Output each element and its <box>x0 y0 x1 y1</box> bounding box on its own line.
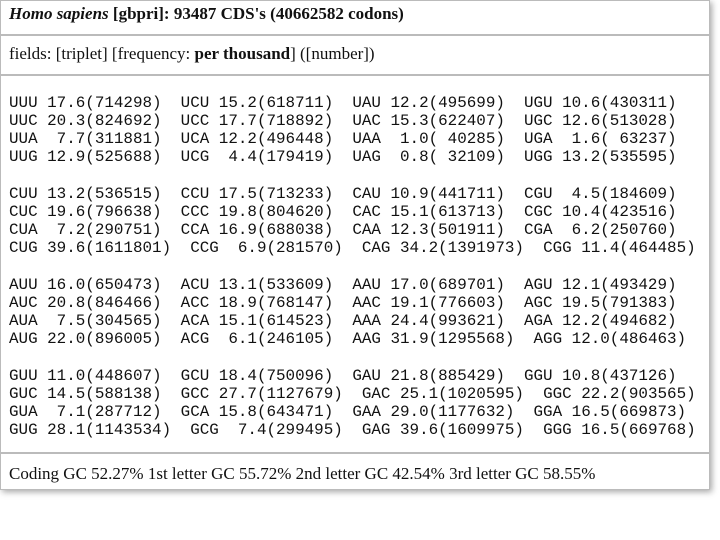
codon-entry: GAU 21.8(885429) <box>352 367 505 385</box>
codon-entry: AAU 17.0(689701) <box>352 276 505 294</box>
codon-entry: GGG 16.5(669768) <box>543 421 696 439</box>
codon-entry: GGA 16.5(669873) <box>533 403 687 421</box>
codon-entry: UGC 12.6(513028) <box>523 112 677 130</box>
codon-entry: ACC 18.9(768147) <box>180 294 334 312</box>
codon-row: CUG 39.6(1611801) CCG 6.9(281570) CAG 34… <box>9 239 696 257</box>
codon-entry: UGU 10.6(430311) <box>523 94 677 112</box>
codon-row: GUA 7.1(287712) GCA 15.8(643471) GAA 29.… <box>9 403 696 421</box>
codon-row: GUG 28.1(1143534) GCG 7.4(299495) GAG 39… <box>9 421 696 439</box>
codon-entry: AAC 19.1(776603) <box>352 294 505 312</box>
codon-block: GUU 11.0(448607) GCU 18.4(750096) GAU 21… <box>9 367 696 439</box>
codon-block: CUU 13.2(536515) CCU 17.5(713233) CAU 10… <box>9 185 696 257</box>
codon-entry: GGC 22.2(903565) <box>543 385 696 403</box>
rule <box>1 34 709 36</box>
codon-row: UUA 7.7(311881) UCA 12.2(496448) UAA 1.0… <box>9 130 696 148</box>
codon-entry: AGA 12.2(494682) <box>523 312 677 330</box>
codon-entry: AGU 12.1(493429) <box>523 276 677 294</box>
codon-entry: CCG 6.9(281570) <box>190 239 343 257</box>
codon-entry: CAG 34.2(1391973) <box>361 239 524 257</box>
codon-entry: ACG 6.1(246105) <box>180 330 334 348</box>
codon-entry: CCC 19.8(804620) <box>180 203 334 221</box>
codon-entry: GCU 18.4(750096) <box>180 367 334 385</box>
codon-entry: CGU 4.5(184609) <box>523 185 677 203</box>
codon-entry: AAG 31.9(1295568) <box>352 330 515 348</box>
codon-entry: UAG 0.8( 32109) <box>352 148 505 166</box>
codon-entry: UGA 1.6( 63237) <box>523 130 677 148</box>
codon-entry: GCG 7.4(299495) <box>190 421 343 439</box>
codon-entry: UAC 15.3(622407) <box>352 112 505 130</box>
codon-block: AUU 16.0(650473) ACU 13.1(533609) AAU 17… <box>9 276 696 348</box>
codon-entry: GUC 14.5(588138) <box>9 385 162 403</box>
codon-row: AUA 7.5(304565) ACA 15.1(614523) AAA 24.… <box>9 312 696 330</box>
codon-entry: AUG 22.0(896005) <box>9 330 162 348</box>
codon-row: GUU 11.0(448607) GCU 18.4(750096) GAU 21… <box>9 367 696 385</box>
codon-entry: ACA 15.1(614523) <box>180 312 334 330</box>
codon-entry: AUU 16.0(650473) <box>9 276 162 294</box>
footer: Coding GC 52.27% 1st letter GC 55.72% 2n… <box>9 464 596 483</box>
codon-entry: GCA 15.8(643471) <box>180 403 334 421</box>
codon-entry: AUA 7.5(304565) <box>9 312 162 330</box>
codon-row: AUC 20.8(846466) ACC 18.9(768147) AAC 19… <box>9 294 696 312</box>
codon-entry: UUC 20.3(824692) <box>9 112 162 130</box>
codon-row: UUC 20.3(824692) UCC 17.7(718892) UAC 15… <box>9 112 696 130</box>
codon-entry: UAA 1.0( 40285) <box>352 130 505 148</box>
codon-entry: UCA 12.2(496448) <box>180 130 334 148</box>
codon-entry: ACU 13.1(533609) <box>180 276 334 294</box>
codon-entry: UCU 15.2(618711) <box>180 94 334 112</box>
codon-entry: CGG 11.4(464485) <box>543 239 696 257</box>
codon-entry: GAC 25.1(1020595) <box>361 385 524 403</box>
codon-usage-panel: Homo sapiens [gbpri]: 93487 CDS's (40662… <box>0 0 710 490</box>
codon-entry: UCG 4.4(179419) <box>180 148 334 166</box>
codon-entry: GUG 28.1(1143534) <box>9 421 172 439</box>
codon-entry: AGC 19.5(791383) <box>523 294 677 312</box>
codon-table: UUU 17.6(714298) UCU 15.2(618711) UAU 12… <box>9 94 696 458</box>
fields-line: fields: [triplet] [frequency: per thousa… <box>9 44 375 64</box>
title-line: Homo sapiens [gbpri]: 93487 CDS's (40662… <box>9 4 404 24</box>
codon-entry: GAA 29.0(1177632) <box>352 403 515 421</box>
codon-row: UUG 12.9(525688) UCG 4.4(179419) UAG 0.8… <box>9 148 696 166</box>
codon-entry: CUA 7.2(290751) <box>9 221 162 239</box>
codon-entry: GGU 10.8(437126) <box>523 367 677 385</box>
codon-entry: CGA 6.2(250760) <box>523 221 677 239</box>
codon-entry: UGG 13.2(535595) <box>523 148 677 166</box>
codon-entry: GUA 7.1(287712) <box>9 403 162 421</box>
codon-entry: AAA 24.4(993621) <box>352 312 505 330</box>
fields-suffix: ] ([number]) <box>290 44 375 63</box>
codon-block: UUU 17.6(714298) UCU 15.2(618711) UAU 12… <box>9 94 696 166</box>
codon-row: AUU 16.0(650473) ACU 13.1(533609) AAU 17… <box>9 276 696 294</box>
codon-entry: GUU 11.0(448607) <box>9 367 162 385</box>
codon-row: AUG 22.0(896005) ACG 6.1(246105) AAG 31.… <box>9 330 696 348</box>
codon-entry: CCA 16.9(688038) <box>180 221 334 239</box>
organism: Homo sapiens <box>9 4 109 23</box>
codon-entry: CAC 15.1(613713) <box>352 203 505 221</box>
codon-entry: AGG 12.0(486463) <box>533 330 687 348</box>
codon-entry: GCC 27.7(1127679) <box>180 385 343 403</box>
codon-entry: UUU 17.6(714298) <box>9 94 162 112</box>
codon-entry: CAU 10.9(441711) <box>352 185 505 203</box>
codon-entry: CUC 19.6(796638) <box>9 203 162 221</box>
codon-entry: UUA 7.7(311881) <box>9 130 162 148</box>
codon-row: CUC 19.6(796638) CCC 19.8(804620) CAC 15… <box>9 203 696 221</box>
codon-entry: GAG 39.6(1609975) <box>361 421 524 439</box>
fields-prefix: fields: [triplet] [frequency: <box>9 44 195 63</box>
codon-row: GUC 14.5(588138) GCC 27.7(1127679) GAC 2… <box>9 385 696 403</box>
codon-entry: CGC 10.4(423516) <box>523 203 677 221</box>
fields-unit: per thousand <box>194 44 291 63</box>
codon-row: UUU 17.6(714298) UCU 15.2(618711) UAU 12… <box>9 94 696 112</box>
codon-entry: CAA 12.3(501911) <box>352 221 505 239</box>
rule <box>1 452 709 454</box>
codon-entry: CUG 39.6(1611801) <box>9 239 172 257</box>
codon-entry: UUG 12.9(525688) <box>9 148 162 166</box>
codon-row: CUU 13.2(536515) CCU 17.5(713233) CAU 10… <box>9 185 696 203</box>
codon-row: CUA 7.2(290751) CCA 16.9(688038) CAA 12.… <box>9 221 696 239</box>
codon-entry: UCC 17.7(718892) <box>180 112 334 130</box>
title-rest: [gbpri]: 93487 CDS's (40662582 codons) <box>108 4 404 23</box>
codon-entry: CCU 17.5(713233) <box>180 185 334 203</box>
rule <box>1 74 709 76</box>
codon-entry: CUU 13.2(536515) <box>9 185 162 203</box>
codon-entry: AUC 20.8(846466) <box>9 294 162 312</box>
codon-entry: UAU 12.2(495699) <box>352 94 505 112</box>
